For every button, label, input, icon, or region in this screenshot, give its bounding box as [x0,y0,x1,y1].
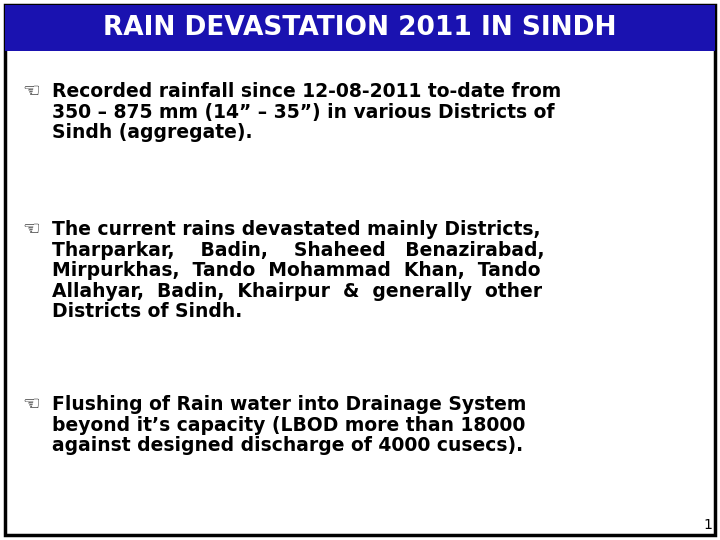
Text: Flushing of Rain water into Drainage System: Flushing of Rain water into Drainage Sys… [52,395,526,414]
Text: Mirpurkhas,  Tando  Mohammad  Khan,  Tando: Mirpurkhas, Tando Mohammad Khan, Tando [52,261,541,280]
Text: ☜: ☜ [22,220,40,239]
Bar [5,5,715,51]
Text: Tharparkar,    Badin,    Shaheed   Benazirabad,: Tharparkar, Badin, Shaheed Benazirabad, [52,240,544,260]
Text: 350 – 875 mm (14” – 35”) in various Districts of: 350 – 875 mm (14” – 35”) in various Dist… [52,103,554,122]
Text: ☜: ☜ [22,395,40,414]
Text: Recorded rainfall since 12-08-2011 to-date from: Recorded rainfall since 12-08-2011 to-da… [52,82,562,101]
Text: ☜: ☜ [22,82,40,101]
Text: 1: 1 [703,518,712,532]
Text: beyond it’s capacity (LBOD more than 18000: beyond it’s capacity (LBOD more than 180… [52,415,526,435]
Text: against designed discharge of 4000 cusecs).: against designed discharge of 4000 cusec… [52,436,523,455]
Text: Districts of Sindh.: Districts of Sindh. [52,302,242,321]
Text: Allahyar,  Badin,  Khairpur  &  generally  other: Allahyar, Badin, Khairpur & generally ot… [52,281,542,301]
Text: Sindh (aggregate).: Sindh (aggregate). [52,123,253,142]
Text: The current rains devastated mainly Districts,: The current rains devastated mainly Dist… [52,220,541,239]
Text: RAIN DEVASTATION 2011 IN SINDH: RAIN DEVASTATION 2011 IN SINDH [103,15,617,41]
